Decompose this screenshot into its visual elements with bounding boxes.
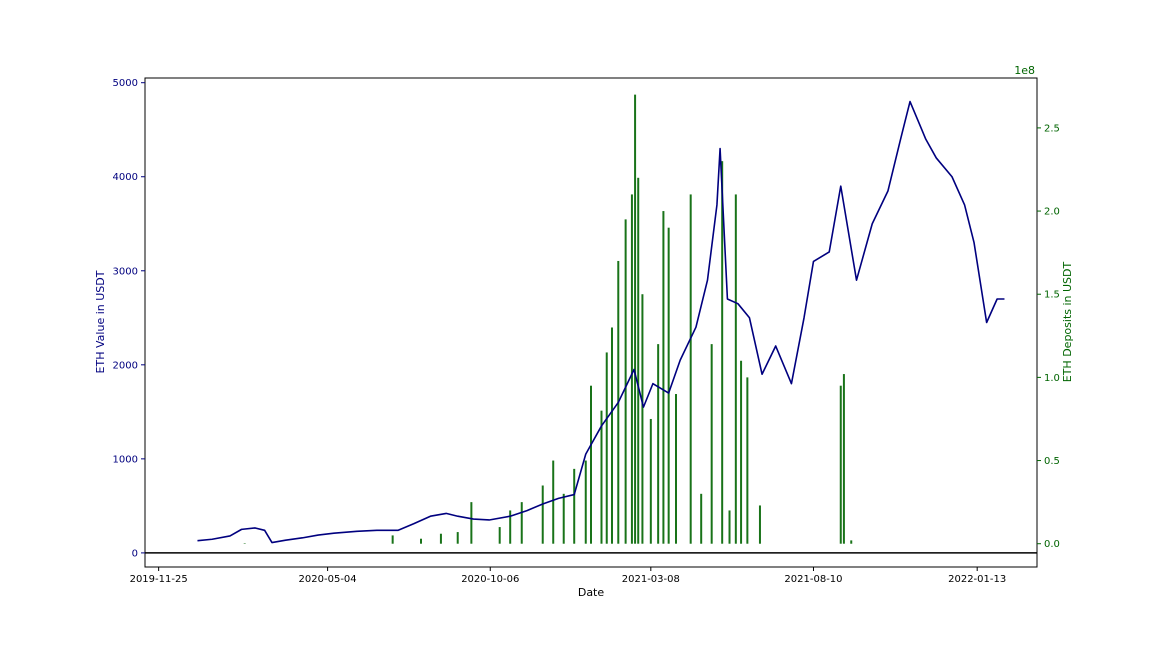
deposit-bar [662, 211, 665, 544]
deposit-bar [667, 227, 670, 544]
deposit-bar [243, 543, 246, 544]
x-tick-label: 2021-08-10 [784, 574, 842, 585]
deposit-bar [624, 219, 627, 544]
deposit-bar [439, 533, 442, 544]
right-tick-label: 0.5 [1044, 456, 1060, 467]
deposit-bar [657, 344, 660, 544]
x-tick-label: 2019-11-25 [130, 574, 188, 585]
deposit-bar [746, 377, 749, 544]
right-tick-label: 2.0 [1044, 207, 1060, 218]
deposit-bar [509, 510, 512, 544]
right-axis-ticks: 0.0 0.5 1.0 1.5 2.0 2.5 [1037, 123, 1060, 550]
x-tick-label: 2020-10-06 [461, 574, 519, 585]
deposit-bar [541, 485, 544, 544]
deposit-bar [630, 194, 633, 544]
deposit-bar [675, 394, 677, 544]
deposit-bar [552, 460, 555, 544]
left-tick-label: 2000 [113, 360, 138, 371]
deposit-bar [641, 294, 644, 544]
deposit-bar [610, 327, 613, 544]
left-tick-label: 5000 [113, 78, 138, 89]
deposit-bar [600, 410, 603, 544]
plot-frame [144, 77, 1038, 568]
right-axis-multiplier: 1e8 [1014, 64, 1035, 77]
deposit-bar [498, 527, 501, 544]
deposit-bar [740, 360, 743, 544]
deposit-bar [728, 510, 731, 544]
deposit-bar [470, 502, 473, 544]
right-tick-label: 2.5 [1044, 123, 1060, 134]
left-tick-label: 3000 [113, 266, 138, 277]
deposit-bar [520, 502, 523, 544]
deposit-bar [590, 385, 592, 544]
deposit-bar [710, 344, 713, 544]
left-tick-label: 4000 [113, 172, 138, 183]
right-tick-label: 1.5 [1044, 290, 1060, 301]
deposit-bar [634, 94, 637, 544]
eth-value-line [197, 100, 1005, 544]
left-axis-label: ETH Value in USDT [94, 270, 107, 373]
x-tick-label: 2020-05-04 [299, 574, 357, 585]
deposit-bar [721, 161, 724, 544]
deposit-bar [649, 418, 652, 544]
deposit-bar [584, 460, 587, 544]
deposit-bar [562, 493, 565, 544]
x-tick-label: 2022-01-13 [948, 574, 1006, 585]
deposit-bar [573, 468, 576, 544]
right-tick-label: 1.0 [1044, 373, 1060, 384]
deposit-bar [420, 538, 422, 544]
left-axis-ticks: 0 1000 2000 3000 4000 5000 [113, 78, 145, 559]
deposit-bar [850, 540, 853, 544]
x-axis-ticks: 2019-11-25 2020-05-04 2020-10-06 2021-03-08… [130, 567, 1006, 585]
deposit-bar [842, 374, 845, 544]
deposit-bar [700, 493, 703, 544]
deposit-bar [839, 385, 842, 544]
left-tick-label: 1000 [113, 454, 138, 465]
right-tick-label: 0.0 [1044, 539, 1060, 550]
right-axis-label: ETH Deposits in USDT [1061, 261, 1074, 382]
deposit-bar [391, 535, 394, 544]
deposit-bar [758, 505, 761, 544]
deposit-bar [637, 177, 640, 544]
deposit-bar [689, 194, 692, 544]
deposit-bar [734, 194, 737, 544]
x-axis-label: Date [578, 586, 605, 599]
x-tick-label: 2021-03-08 [622, 574, 680, 585]
deposit-bar [456, 532, 459, 544]
left-tick-label: 0 [132, 548, 138, 559]
deposit-bar [605, 352, 608, 544]
